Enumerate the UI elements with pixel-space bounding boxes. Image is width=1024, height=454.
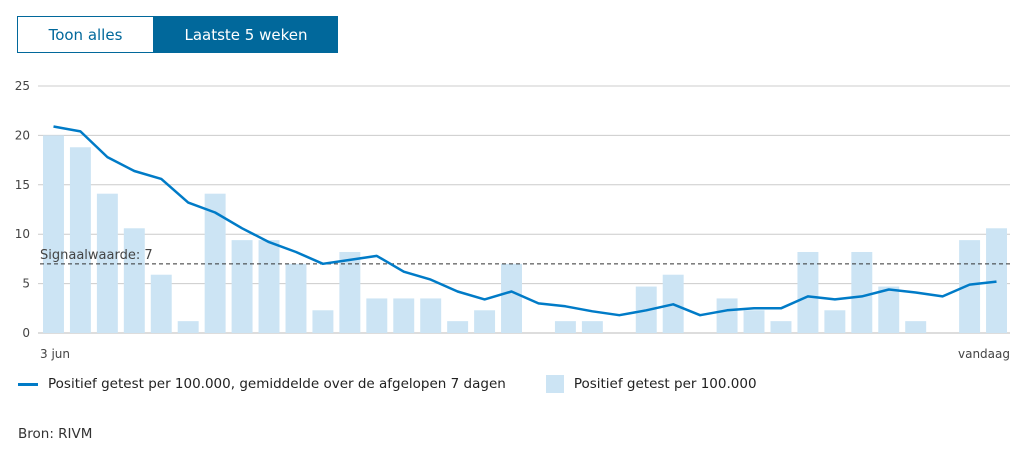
legend: Positief getest per 100.000, gemiddelde … bbox=[18, 375, 757, 393]
x-end-label: vandaag bbox=[958, 347, 1010, 361]
bar[interactable] bbox=[581, 321, 603, 333]
bar[interactable] bbox=[312, 310, 334, 333]
bar[interactable] bbox=[986, 228, 1007, 333]
bar[interactable] bbox=[43, 135, 64, 333]
bar[interactable] bbox=[743, 310, 765, 333]
bar[interactable] bbox=[770, 321, 792, 333]
y-tick-label: 25 bbox=[15, 79, 30, 93]
y-tick-label: 20 bbox=[15, 128, 30, 142]
bar[interactable] bbox=[177, 321, 199, 333]
bar[interactable] bbox=[716, 298, 738, 333]
bar[interactable] bbox=[797, 251, 819, 333]
legend-bar-label: Positief getest per 100.000 bbox=[573, 376, 757, 392]
bar[interactable] bbox=[231, 240, 253, 333]
bar[interactable] bbox=[501, 263, 522, 333]
y-tick-label: 15 bbox=[15, 178, 30, 192]
bar[interactable] bbox=[366, 298, 388, 333]
bar[interactable] bbox=[851, 251, 873, 333]
bar[interactable] bbox=[824, 310, 846, 333]
bar[interactable] bbox=[339, 251, 361, 333]
x-start-label: 3 jun bbox=[40, 347, 70, 361]
bar[interactable] bbox=[285, 263, 307, 333]
bar[interactable] bbox=[878, 286, 900, 333]
bar[interactable] bbox=[150, 274, 172, 333]
threshold-label: Signaalwaarde: 7 bbox=[40, 248, 153, 263]
chart: 0 5 10 15 20 25 Signaalwaarde: 7 3 jun vandaa… bbox=[15, 79, 1010, 361]
source-note: Bron: RIVM bbox=[18, 426, 93, 442]
legend-line-label: Positief getest per 100.000, gemiddelde … bbox=[48, 376, 506, 392]
bar[interactable] bbox=[474, 310, 496, 333]
bar[interactable] bbox=[69, 147, 91, 333]
bar[interactable] bbox=[554, 321, 576, 333]
bar[interactable] bbox=[96, 193, 118, 333]
bar[interactable] bbox=[123, 228, 145, 333]
bar[interactable] bbox=[420, 298, 442, 333]
period-toggle: Toon alles Laatste 5 weken bbox=[17, 16, 338, 53]
y-tick-label: 10 bbox=[15, 227, 30, 241]
bar[interactable] bbox=[393, 298, 415, 333]
legend-line-swatch bbox=[18, 382, 38, 386]
bar[interactable] bbox=[258, 240, 280, 333]
show-all-button[interactable]: Toon alles bbox=[17, 16, 154, 53]
bar[interactable] bbox=[447, 321, 469, 333]
bar[interactable] bbox=[905, 321, 927, 333]
average-line bbox=[53, 125, 997, 317]
y-tick-label: 0 bbox=[22, 326, 30, 340]
y-tick-label: 5 bbox=[22, 277, 30, 291]
legend-bar-swatch bbox=[545, 375, 564, 393]
last-5-weeks-button[interactable]: Laatste 5 weken bbox=[154, 16, 338, 53]
